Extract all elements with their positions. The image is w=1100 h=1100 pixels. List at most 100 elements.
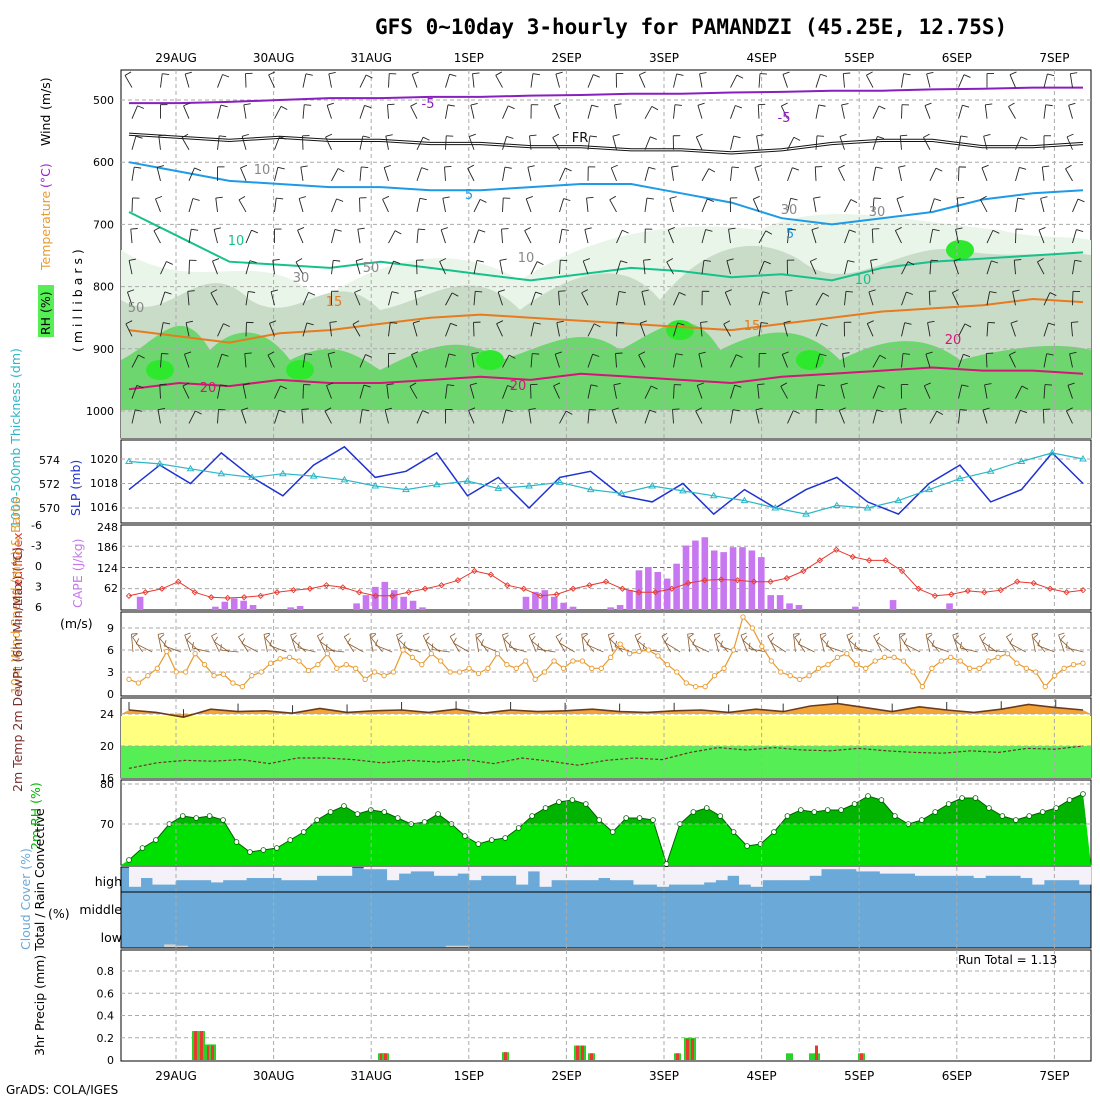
wind-barb bbox=[1070, 322, 1073, 337]
wind-barb bbox=[1010, 322, 1016, 337]
wind-barb bbox=[756, 135, 760, 150]
wind-barb-flag bbox=[963, 74, 971, 78]
wind-barb-flag bbox=[409, 382, 417, 387]
wind10m-barb-flag bbox=[848, 635, 854, 641]
wind-barb-flag bbox=[222, 74, 230, 78]
wind10m-barb-flag bbox=[586, 639, 590, 645]
wind-barb bbox=[1065, 168, 1073, 182]
wind-barb bbox=[1043, 353, 1048, 368]
rh-marker bbox=[609, 829, 616, 835]
wind-barb-flag bbox=[982, 407, 990, 411]
wind-barb-flag bbox=[1076, 229, 1084, 232]
wind-barb bbox=[331, 168, 339, 182]
lifted-index-marker bbox=[849, 553, 856, 561]
contour-label: 5 bbox=[786, 227, 794, 242]
wind-barb bbox=[215, 198, 218, 213]
wind-barb-flag bbox=[352, 320, 360, 325]
wind-barb bbox=[813, 198, 817, 213]
wind-barb-flag bbox=[643, 259, 651, 261]
wind-barb-flag bbox=[382, 195, 390, 200]
wind-barb-flag bbox=[192, 198, 200, 201]
wind10m-barb-flag bbox=[720, 640, 723, 647]
rh-marker bbox=[972, 795, 979, 801]
wind10m-speed-marker bbox=[749, 625, 756, 631]
wind-barb-flag bbox=[1049, 292, 1057, 296]
wind-barb bbox=[157, 409, 161, 424]
temp2m-panel: 24 20 16 2m Temp 2m DewPt (6hr Min/Max) (°… bbox=[10, 547, 1092, 792]
wind10m-speed-marker bbox=[589, 665, 595, 671]
wind-barb bbox=[901, 353, 904, 368]
wind-barb-flag bbox=[304, 104, 312, 106]
thickness-marker bbox=[463, 477, 472, 484]
high-cloud-clear bbox=[891, 867, 904, 874]
wind10m-barb bbox=[979, 635, 988, 653]
wind-barb-flag bbox=[698, 351, 706, 355]
rh-marker bbox=[327, 809, 334, 815]
upper-air-panel: 500 600 700 800 900 1000 -5 -5 FR 5 5 10 10 15 15 20 20… bbox=[86, 69, 1092, 439]
wind-barb-flag bbox=[650, 136, 657, 140]
lifted-index-marker bbox=[1079, 587, 1087, 594]
lifted-index-marker bbox=[750, 578, 758, 585]
rh-marker bbox=[838, 807, 844, 813]
wind-barb-flag bbox=[532, 353, 540, 355]
rh-marker bbox=[274, 845, 280, 851]
wind-barb bbox=[469, 384, 475, 399]
wind10m-speed-marker bbox=[825, 662, 831, 668]
wind-barb-flag bbox=[529, 134, 537, 137]
bottom-date-label: 6SEP bbox=[942, 1069, 972, 1083]
wind10m-barb bbox=[607, 634, 614, 653]
wind-barb bbox=[245, 291, 249, 306]
wind-barb bbox=[758, 73, 761, 88]
isotherm-line bbox=[128, 211, 1084, 282]
wind-barb bbox=[866, 323, 874, 337]
wind-barb bbox=[473, 229, 479, 244]
wind-barb bbox=[1042, 409, 1045, 424]
high-cloud-clear bbox=[516, 867, 529, 885]
wind-barb bbox=[553, 385, 560, 399]
wind-barb bbox=[644, 136, 651, 150]
wind10m-speed-marker bbox=[683, 680, 689, 686]
rh-marker bbox=[435, 811, 441, 817]
wind-barb bbox=[844, 260, 849, 275]
wind10m-barb bbox=[848, 639, 863, 653]
rh-marker bbox=[233, 839, 240, 845]
wind10m-barb bbox=[609, 638, 623, 653]
wind-barb bbox=[923, 137, 931, 150]
high-cloud-clear bbox=[1008, 867, 1021, 876]
wind10m-speed-marker bbox=[957, 658, 963, 664]
high-cloud-clear bbox=[950, 867, 963, 876]
cape-bar bbox=[362, 595, 370, 610]
wind10m-speed-marker bbox=[494, 651, 501, 657]
wind-barb bbox=[388, 291, 393, 306]
ylabel-lifted-index: Lifted Index bbox=[10, 532, 25, 606]
wind-barb-flag bbox=[215, 196, 223, 199]
wind-barb bbox=[780, 105, 788, 119]
wind-barb bbox=[644, 410, 650, 424]
wind-barb-flag bbox=[385, 134, 393, 137]
rh-marker bbox=[1053, 805, 1059, 811]
wind-barb-flag bbox=[555, 351, 562, 355]
wind10m-barb bbox=[1065, 647, 1084, 653]
high-cloud-clear bbox=[269, 867, 282, 878]
freezing-level-line-inner bbox=[128, 133, 1084, 154]
wind-barb bbox=[643, 260, 646, 275]
wind-barb bbox=[697, 105, 703, 119]
wind-barb-flag bbox=[819, 353, 827, 357]
wind-barb bbox=[840, 384, 845, 399]
lifted-index-marker bbox=[537, 592, 544, 599]
wind10m-speed-marker bbox=[711, 673, 718, 679]
cape-bar bbox=[221, 601, 229, 610]
cape-bar bbox=[786, 603, 793, 610]
wind-barb bbox=[445, 104, 449, 119]
wind-barb bbox=[1043, 73, 1048, 88]
wind10m-speed-marker bbox=[475, 670, 482, 677]
slp-tick-label: 1016 bbox=[90, 501, 118, 514]
wind-barb bbox=[1009, 74, 1016, 88]
precip-tick-label: 0.4 bbox=[97, 1010, 115, 1023]
wind10m-speed-marker bbox=[608, 654, 614, 660]
pressure-tick-label: 900 bbox=[93, 343, 114, 356]
cape-bar bbox=[353, 603, 360, 610]
dewpoint-line bbox=[128, 745, 1084, 769]
wind10m-barb-flag bbox=[634, 632, 641, 636]
rh-marker bbox=[757, 841, 764, 847]
